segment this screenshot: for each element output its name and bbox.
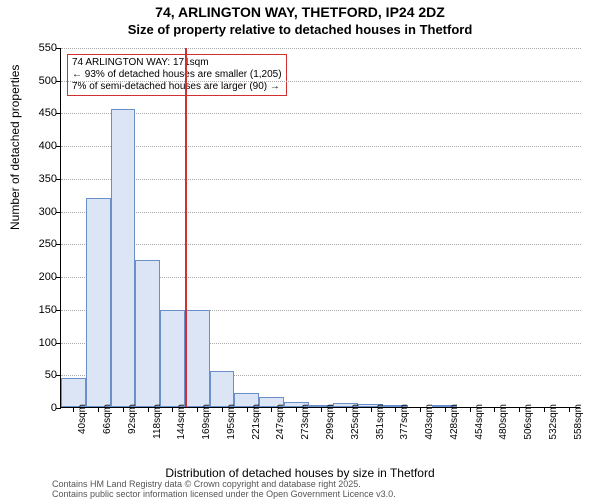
ytick-label: 150 xyxy=(23,304,57,316)
ytick-label: 200 xyxy=(23,271,57,283)
ytick-label: 300 xyxy=(23,206,57,218)
bar xyxy=(210,371,235,407)
xtick-label: 221sqm xyxy=(251,404,262,440)
ytick-label: 550 xyxy=(23,42,57,54)
xtick-mark xyxy=(470,407,471,412)
bar xyxy=(61,378,86,407)
y-axis-label: Number of detached properties xyxy=(8,65,22,230)
xtick-mark xyxy=(494,407,495,412)
xtick-label: 169sqm xyxy=(201,404,212,440)
ytick-label: 50 xyxy=(23,369,57,381)
ytick-label: 400 xyxy=(23,140,57,152)
gridline-h xyxy=(61,212,581,213)
xtick-mark xyxy=(420,407,421,412)
bar xyxy=(160,310,185,407)
xtick-label: 351sqm xyxy=(375,404,386,440)
xtick-mark xyxy=(197,407,198,412)
xtick-mark xyxy=(271,407,272,412)
gridline-h xyxy=(61,146,581,147)
gridline-h xyxy=(61,179,581,180)
footnote-line2: Contains public sector information licen… xyxy=(52,490,396,500)
chart-title-block: 74, ARLINGTON WAY, THETFORD, IP24 2DZ Si… xyxy=(0,4,600,37)
chart-footnote: Contains HM Land Registry data © Crown c… xyxy=(52,480,396,500)
reference-line xyxy=(185,48,187,407)
xtick-label: 195sqm xyxy=(226,404,237,440)
xtick-mark xyxy=(172,407,173,412)
xtick-mark xyxy=(395,407,396,412)
xtick-mark xyxy=(222,407,223,412)
xtick-label: 506sqm xyxy=(523,404,534,440)
xtick-label: 454sqm xyxy=(474,404,485,440)
ytick-label: 250 xyxy=(23,238,57,250)
annotation-box: 74 ARLINGTON WAY: 171sqm← 93% of detache… xyxy=(67,54,287,96)
chart-title-sub: Size of property relative to detached ho… xyxy=(0,22,600,37)
xtick-label: 558sqm xyxy=(573,404,584,440)
xtick-label: 273sqm xyxy=(300,404,311,440)
xtick-mark xyxy=(321,407,322,412)
xtick-mark xyxy=(569,407,570,412)
xtick-mark xyxy=(296,407,297,412)
plot-area: 74 ARLINGTON WAY: 171sqm← 93% of detache… xyxy=(60,48,580,408)
ytick-label: 350 xyxy=(23,173,57,185)
bar xyxy=(111,109,136,407)
ytick-label: 450 xyxy=(23,107,57,119)
xtick-label: 92sqm xyxy=(127,404,138,434)
xtick-label: 532sqm xyxy=(548,404,559,440)
chart-title-main: 74, ARLINGTON WAY, THETFORD, IP24 2DZ xyxy=(0,4,600,20)
xtick-label: 480sqm xyxy=(498,404,509,440)
xtick-mark xyxy=(148,407,149,412)
bar xyxy=(135,260,160,407)
xtick-label: 403sqm xyxy=(424,404,435,440)
xtick-label: 299sqm xyxy=(325,404,336,440)
xtick-label: 144sqm xyxy=(176,404,187,440)
xtick-mark xyxy=(98,407,99,412)
xtick-label: 247sqm xyxy=(275,404,286,440)
ytick-label: 100 xyxy=(23,337,57,349)
gridline-h xyxy=(61,244,581,245)
xtick-mark xyxy=(371,407,372,412)
bar xyxy=(86,198,111,407)
gridline-h xyxy=(61,113,581,114)
xtick-mark xyxy=(123,407,124,412)
xtick-mark xyxy=(519,407,520,412)
xtick-mark xyxy=(73,407,74,412)
xtick-label: 118sqm xyxy=(152,404,163,439)
xtick-label: 325sqm xyxy=(350,404,361,440)
xtick-label: 428sqm xyxy=(449,404,460,440)
ytick-label: 500 xyxy=(23,75,57,87)
xtick-label: 66sqm xyxy=(102,404,113,434)
ytick-label: 0 xyxy=(23,402,57,414)
gridline-h xyxy=(61,81,581,82)
gridline-h xyxy=(61,48,581,49)
xtick-label: 377sqm xyxy=(399,404,410,440)
xtick-mark xyxy=(445,407,446,412)
xtick-mark xyxy=(346,407,347,412)
annotation-line: 74 ARLINGTON WAY: 171sqm xyxy=(72,57,282,69)
xtick-mark xyxy=(544,407,545,412)
x-axis-label: Distribution of detached houses by size … xyxy=(0,466,600,480)
annotation-line: 7% of semi-detached houses are larger (9… xyxy=(72,81,282,93)
xtick-label: 40sqm xyxy=(77,404,88,434)
bar xyxy=(185,310,210,407)
annotation-line: ← 93% of detached houses are smaller (1,… xyxy=(72,69,282,81)
xtick-mark xyxy=(247,407,248,412)
